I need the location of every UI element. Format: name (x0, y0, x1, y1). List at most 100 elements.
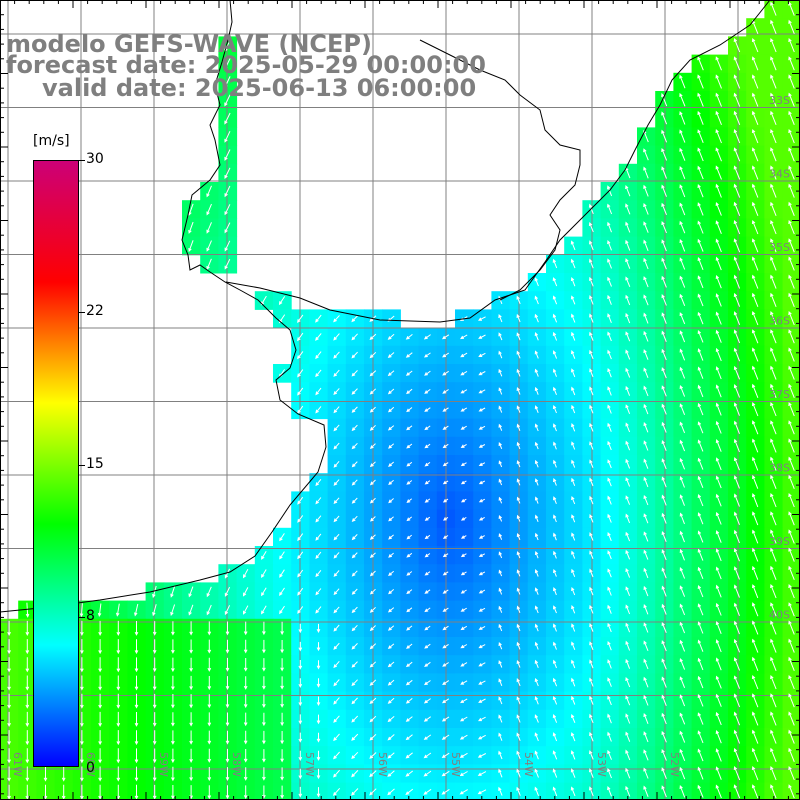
wind-arrow (788, 347, 795, 362)
wind-arrow (661, 166, 667, 179)
wind-arrow (733, 693, 741, 708)
wind-arrow (607, 513, 612, 523)
wind-arrow (280, 767, 284, 781)
wind-arrow (733, 729, 741, 744)
wind-arrow (751, 147, 759, 162)
wind-arrow (752, 602, 759, 617)
wind-arrow (134, 748, 139, 764)
wind-arrow (369, 588, 376, 595)
wind-arrow (387, 734, 395, 741)
wind-arrow (570, 276, 576, 287)
wind-arrow (788, 365, 795, 380)
wind-arrow (553, 532, 557, 541)
wind-arrow (751, 56, 759, 71)
wind-arrow (607, 786, 612, 797)
wind-arrow (751, 37, 759, 53)
wind-arrow (298, 714, 303, 725)
wind-arrow (607, 422, 612, 432)
wind-arrow (733, 547, 740, 562)
wind-arrow (387, 752, 395, 759)
wind-arrow (571, 423, 576, 432)
wind-arrow (788, 565, 795, 580)
wind-arrow (679, 730, 686, 743)
wind-arrow (351, 442, 358, 450)
wind-arrow (534, 623, 539, 632)
wind-arrow (788, 92, 795, 107)
wind-arrow (333, 697, 340, 705)
wind-arrow (460, 698, 468, 704)
wind-arrow (643, 640, 649, 651)
wind-arrow (152, 784, 157, 800)
wind-arrow (406, 607, 413, 613)
wind-arrow (116, 620, 121, 636)
wind-arrow (770, 511, 777, 526)
wind-arrow (553, 477, 557, 486)
wind-arrow (387, 425, 395, 431)
wind-arrow (351, 461, 358, 468)
wind-arrow (278, 296, 286, 306)
wind-arrow (351, 370, 358, 377)
wind-arrow (571, 659, 576, 669)
wind-arrow (788, 292, 795, 307)
wind-arrow (534, 277, 539, 287)
wind-arrow (460, 462, 467, 467)
wind-arrow (478, 462, 486, 467)
wind-arrow (498, 332, 503, 341)
wind-arrow (697, 74, 704, 89)
wind-arrow (116, 693, 121, 709)
wind-arrow (679, 92, 686, 107)
wind-arrow (369, 333, 377, 341)
wind-arrow (715, 748, 722, 762)
wind-arrow (516, 460, 521, 468)
wind-arrow (751, 183, 759, 198)
wind-arrow (351, 388, 358, 395)
wind-arrow (243, 694, 248, 709)
wind-arrow (242, 587, 249, 597)
wind-arrow (333, 406, 340, 414)
wind-arrow (643, 440, 649, 451)
wind-arrow (788, 274, 795, 289)
wind-arrow (625, 258, 631, 269)
wind-arrow (715, 56, 722, 71)
wind-arrow (697, 348, 704, 361)
wind-arrow (206, 222, 212, 234)
wind-arrow (460, 607, 467, 612)
wind-arrow (7, 766, 11, 782)
wind-arrow (770, 383, 777, 398)
wind-arrow (406, 589, 413, 595)
wind-arrow (679, 694, 686, 707)
wind-arrow (25, 711, 30, 727)
wind-arrow (116, 766, 121, 782)
wind-arrow (224, 57, 231, 71)
wind-arrow (170, 586, 176, 598)
wind-arrow (733, 475, 740, 489)
wind-arrow (424, 643, 431, 649)
wind-arrow (207, 676, 212, 691)
wind-arrow (424, 516, 431, 521)
wind-arrow (243, 676, 248, 690)
wind-arrow (661, 676, 667, 688)
wind-arrow (498, 551, 503, 559)
wind-arrow (643, 731, 649, 743)
wind-arrow (552, 368, 557, 377)
wind-arrow (552, 714, 558, 723)
wind-arrow (207, 748, 212, 763)
wind-arrow (280, 694, 284, 708)
wind-arrow (424, 407, 431, 412)
wind-arrow (770, 784, 777, 799)
wind-arrow (770, 110, 777, 125)
wind-arrow (788, 1, 795, 16)
wind-arrow (643, 202, 649, 215)
wind-arrow (316, 714, 321, 725)
wind-arrow (206, 604, 212, 616)
wind-arrow (571, 641, 576, 650)
wind-arrow (261, 605, 267, 615)
wind-arrow (262, 658, 266, 672)
wind-arrow (460, 589, 467, 594)
wind-arrow (224, 204, 231, 216)
colorbar-frame (33, 160, 79, 767)
wind-arrow (733, 765, 741, 781)
wind-arrow (534, 532, 539, 541)
wind-arrow (498, 350, 503, 359)
wind-arrow (552, 623, 557, 632)
